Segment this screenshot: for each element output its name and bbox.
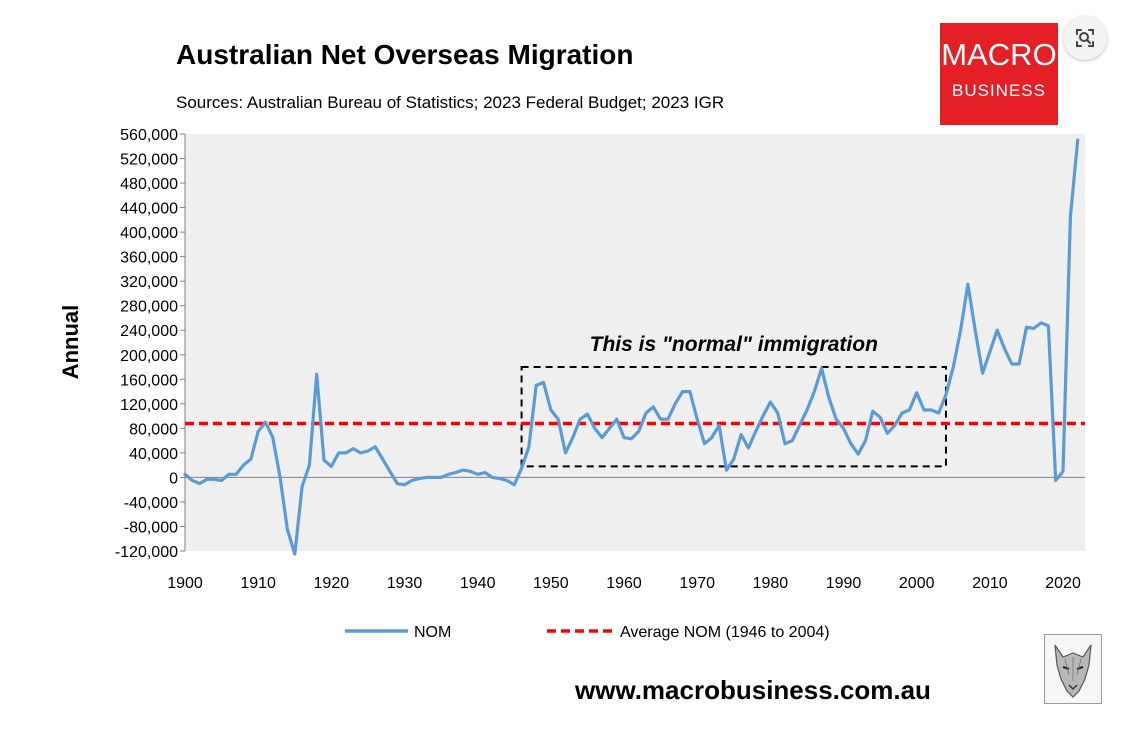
annotation-label: This is "normal" immigration [590, 333, 878, 356]
logo-line-macro: MACRO [941, 37, 1057, 72]
y-axis-label: Annual [58, 305, 83, 380]
legend: NOM Average NOM (1946 to 2004) [345, 624, 830, 641]
legend-nom-label: NOM [414, 624, 451, 641]
y-tick-label: 440,000 [120, 201, 178, 218]
x-tick-label: 1910 [240, 575, 276, 592]
y-tick-label: 360,000 [120, 250, 178, 267]
annotation-box [520, 366, 947, 468]
y-tick-label: -80,000 [124, 519, 178, 536]
x-tick-label: 1960 [606, 575, 642, 592]
y-tick-label: 400,000 [120, 225, 178, 242]
x-tick-label: 1990 [826, 575, 862, 592]
x-tick-label: 1900 [167, 575, 203, 592]
x-tick-label: 2010 [972, 575, 1008, 592]
image-search-icon [1076, 29, 1094, 47]
wolf-logo-icon [1054, 644, 1092, 698]
x-tick-label: 2020 [1045, 575, 1081, 592]
x-tick-label: 1980 [753, 575, 789, 592]
series-layer [183, 138, 1085, 556]
x-tick-label: 1970 [679, 575, 715, 592]
x-tick-label: 1930 [387, 575, 423, 592]
y-tick-label: 160,000 [120, 372, 178, 389]
series-nom-line [183, 138, 1080, 556]
y-tick-label: 40,000 [129, 446, 178, 463]
chart-title: Australian Net Overseas Migration [176, 39, 633, 70]
y-tick-label: 480,000 [120, 176, 178, 193]
y-tick-label: 200,000 [120, 348, 178, 365]
y-tick-label: 120,000 [120, 397, 178, 414]
legend-average-label: Average NOM (1946 to 2004) [620, 624, 830, 641]
logo-line-business: BUSINESS [952, 81, 1046, 100]
chart-subtitle: Sources: Australian Bureau of Statistics… [176, 93, 724, 112]
y-tick-label: 280,000 [120, 299, 178, 316]
y-tick-label: -120,000 [115, 544, 178, 561]
macrobusiness-logo: MACRO BUSINESS [940, 23, 1058, 125]
y-tick-label: -40,000 [124, 495, 178, 512]
x-tick-label: 1950 [533, 575, 569, 592]
website-url: www.macrobusiness.com.au [574, 675, 931, 705]
y-tick-label: 560,000 [120, 127, 178, 144]
x-tick-label: 1940 [460, 575, 496, 592]
x-tick-label: 1920 [314, 575, 350, 592]
y-tick-label: 80,000 [129, 421, 178, 438]
image-search-button[interactable] [1063, 16, 1107, 60]
plot-area [185, 134, 1085, 551]
y-tick-label: 240,000 [120, 323, 178, 340]
y-tick-label: 520,000 [120, 152, 178, 169]
x-tick-label: 2000 [899, 575, 935, 592]
x-axis: 1900 1910 1920 1930 1940 1950 1960 1970 1980 1990… [167, 476, 1085, 592]
y-tick-label: 0 [169, 470, 178, 487]
y-axis: -120,000 -80,000 -40,000 0 40,000 80,000 120,0… [115, 127, 186, 561]
normal-immigration-annotation: This is "normal" immigration [520, 333, 947, 468]
wolf-logo [1044, 634, 1102, 704]
y-tick-label: 320,000 [120, 274, 178, 291]
